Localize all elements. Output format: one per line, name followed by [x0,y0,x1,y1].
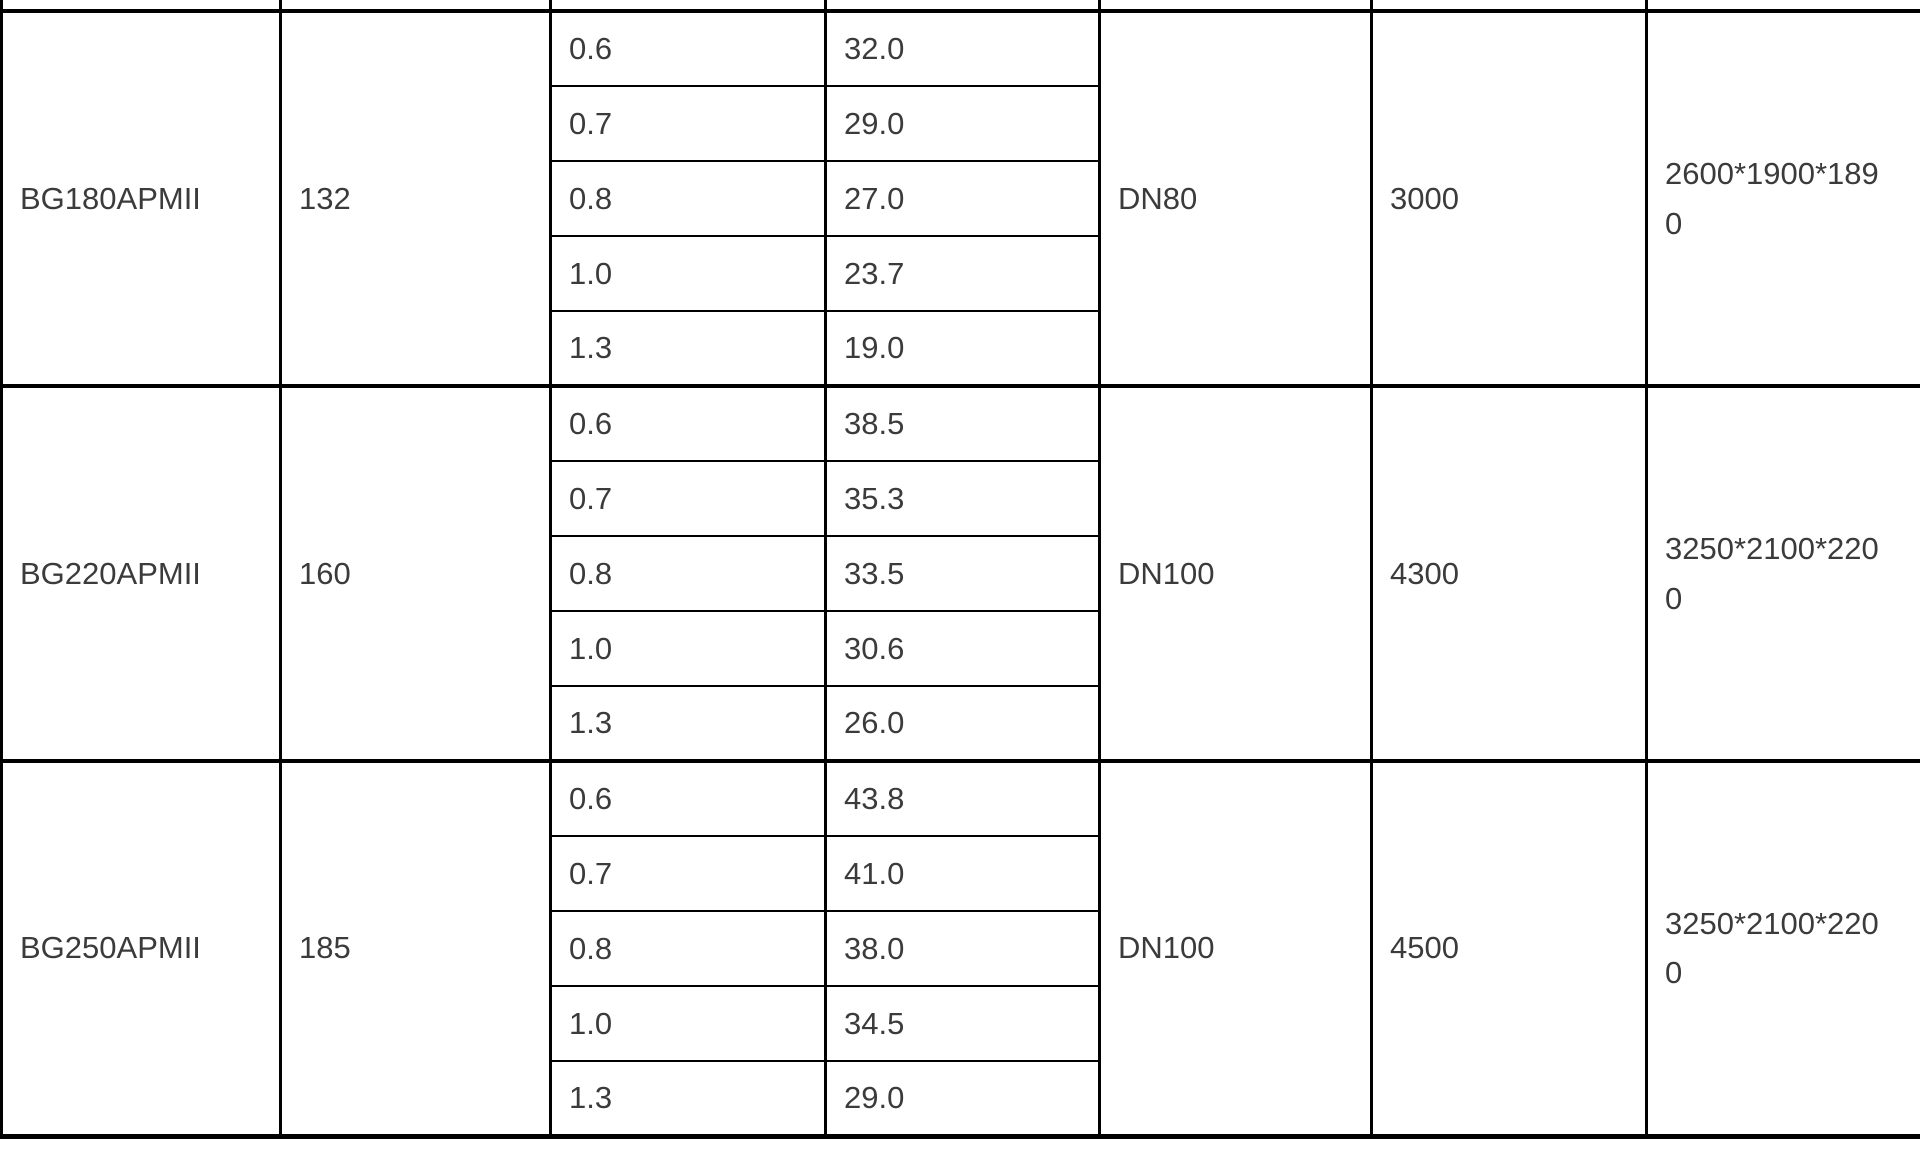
capacity-cell: 30.6 [824,610,1101,687]
capacity-cell: 29.0 [824,85,1101,162]
pressure-cell: 1.0 [549,985,827,1062]
pressure-cell: 1.3 [549,310,827,387]
table-row: BG250APMII 185 0.6 43.8 DN100 4500 3250*… [0,759,1920,1137]
table-row: BG180APMII 132 0.6 32.0 DN80 3000 2600*1… [0,9,1920,387]
pressure-cell: 0.7 [549,85,827,162]
weight-cell: 4300 [1370,384,1648,762]
table-row: 0.8 38.0 [2,910,1920,987]
capacity-cell: 35.3 [824,460,1101,537]
weight-cell: 4500 [1370,759,1648,1137]
pressure-cell: 1.0 [549,235,827,312]
dimensions-cell: 3250*2100*2200 [1645,759,1920,1137]
dimensions-text: 2600*1900*1890 [1665,155,1879,241]
pressure-cell: 1.0 [549,610,827,687]
capacity-cell: 23.7 [824,235,1101,312]
pressure-cell: 0.7 [549,460,827,537]
capacity-cell: 43.8 [824,759,1101,837]
pressure-cell: 0.6 [549,384,827,462]
pressure-cell: 0.6 [549,759,827,837]
table-row: 1.0 30.6 [2,610,1920,687]
pressure-cell: 0.8 [549,535,827,612]
weight-cell: 3000 [1370,9,1648,387]
capacity-cell [824,0,1101,12]
capacity-cell: 29.0 [824,1060,1101,1137]
capacity-cell: 41.0 [824,835,1101,912]
capacity-cell: 26.0 [824,685,1101,762]
model-cell: BG220APMII [0,384,282,762]
power-cell [279,0,552,12]
pressure-cell: 0.6 [549,9,827,87]
dimensions-cell: 3250*2100*2200 [1645,384,1920,762]
dn-cell: DN100 [1098,759,1373,1137]
table-row: BG220APMII 160 0.6 38.5 DN100 4300 3250*… [0,384,1920,762]
power-cell: 160 [279,384,552,762]
pressure-cell: 1.3 [549,1060,827,1137]
capacity-cell: 38.5 [824,384,1101,462]
power-cell: 185 [279,759,552,1137]
dn-cell: DN80 [1098,9,1373,387]
dimensions-cell: 2600*1900*1890 [1645,9,1920,387]
capacity-cell: 27.0 [824,160,1101,237]
table-row: 0.8 33.5 [2,535,1920,612]
table-row: 0.7 29.0 [2,85,1920,162]
pressure-cell [549,0,827,12]
pressure-cell: 0.7 [549,835,827,912]
partial-row [0,0,1920,12]
pressure-cell: 0.8 [549,910,827,987]
dn-cell [1098,0,1373,12]
pressure-cell: 0.8 [549,160,827,237]
model-cell [0,0,282,12]
capacity-cell: 33.5 [824,535,1101,612]
model-cell: BG180APMII [0,9,282,387]
capacity-cell: 32.0 [824,9,1101,87]
dimensions-text: 3250*2100*2200 [1665,905,1879,991]
pressure-cell: 1.3 [549,685,827,762]
model-cell: BG250APMII [0,759,282,1137]
product-specs-table: BG180APMII 132 0.6 32.0 DN80 3000 2600*1… [0,0,1920,1139]
table-row: 0.7 41.0 [2,835,1920,912]
table-row: 1.3 29.0 [2,1060,1920,1137]
table-row: 1.3 26.0 [2,685,1920,762]
power-cell: 132 [279,9,552,387]
table-row: 1.0 34.5 [2,985,1920,1062]
dimensions-cell [1645,0,1920,12]
capacity-cell: 34.5 [824,985,1101,1062]
capacity-cell: 38.0 [824,910,1101,987]
table-row: 1.3 19.0 [2,310,1920,387]
dimensions-text: 3250*2100*2200 [1665,530,1879,616]
capacity-cell: 19.0 [824,310,1101,387]
dn-cell: DN100 [1098,384,1373,762]
table-row: 1.0 23.7 [2,235,1920,312]
table-row: 0.8 27.0 [2,160,1920,237]
table-row: 0.7 35.3 [2,460,1920,537]
weight-cell [1370,0,1648,12]
